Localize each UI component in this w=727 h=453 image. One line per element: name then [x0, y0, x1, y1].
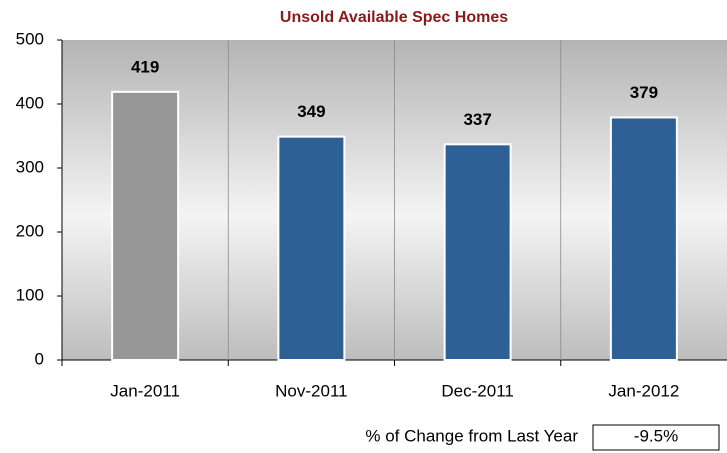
- x-tick-label: Nov-2011: [275, 381, 347, 400]
- bar: [277, 135, 346, 361]
- annotation-label: % of Change from Last Year: [365, 426, 578, 445]
- annotation-value: -9.5%: [634, 426, 678, 445]
- y-tick-label: 500: [16, 29, 44, 48]
- y-tick-label: 100: [16, 285, 44, 304]
- y-tick-label: 300: [16, 157, 44, 176]
- chart-title: Unsold Available Spec Homes: [280, 9, 508, 26]
- y-tick-label: 200: [16, 221, 44, 240]
- x-tick-label: Jan-2012: [608, 381, 679, 400]
- bar: [443, 143, 512, 361]
- data-label: 379: [630, 83, 658, 102]
- annotation-box: [592, 424, 720, 451]
- y-tick-label: 400: [16, 93, 44, 112]
- x-tick-label: Dec-2011: [441, 381, 513, 400]
- bar: [609, 116, 678, 361]
- x-tick-label: Jan-2011: [110, 381, 180, 400]
- data-label: 419: [131, 57, 159, 76]
- y-tick-label: 0: [35, 349, 44, 368]
- data-label: 349: [297, 102, 325, 121]
- data-label: 337: [463, 110, 491, 129]
- bar: [111, 90, 180, 361]
